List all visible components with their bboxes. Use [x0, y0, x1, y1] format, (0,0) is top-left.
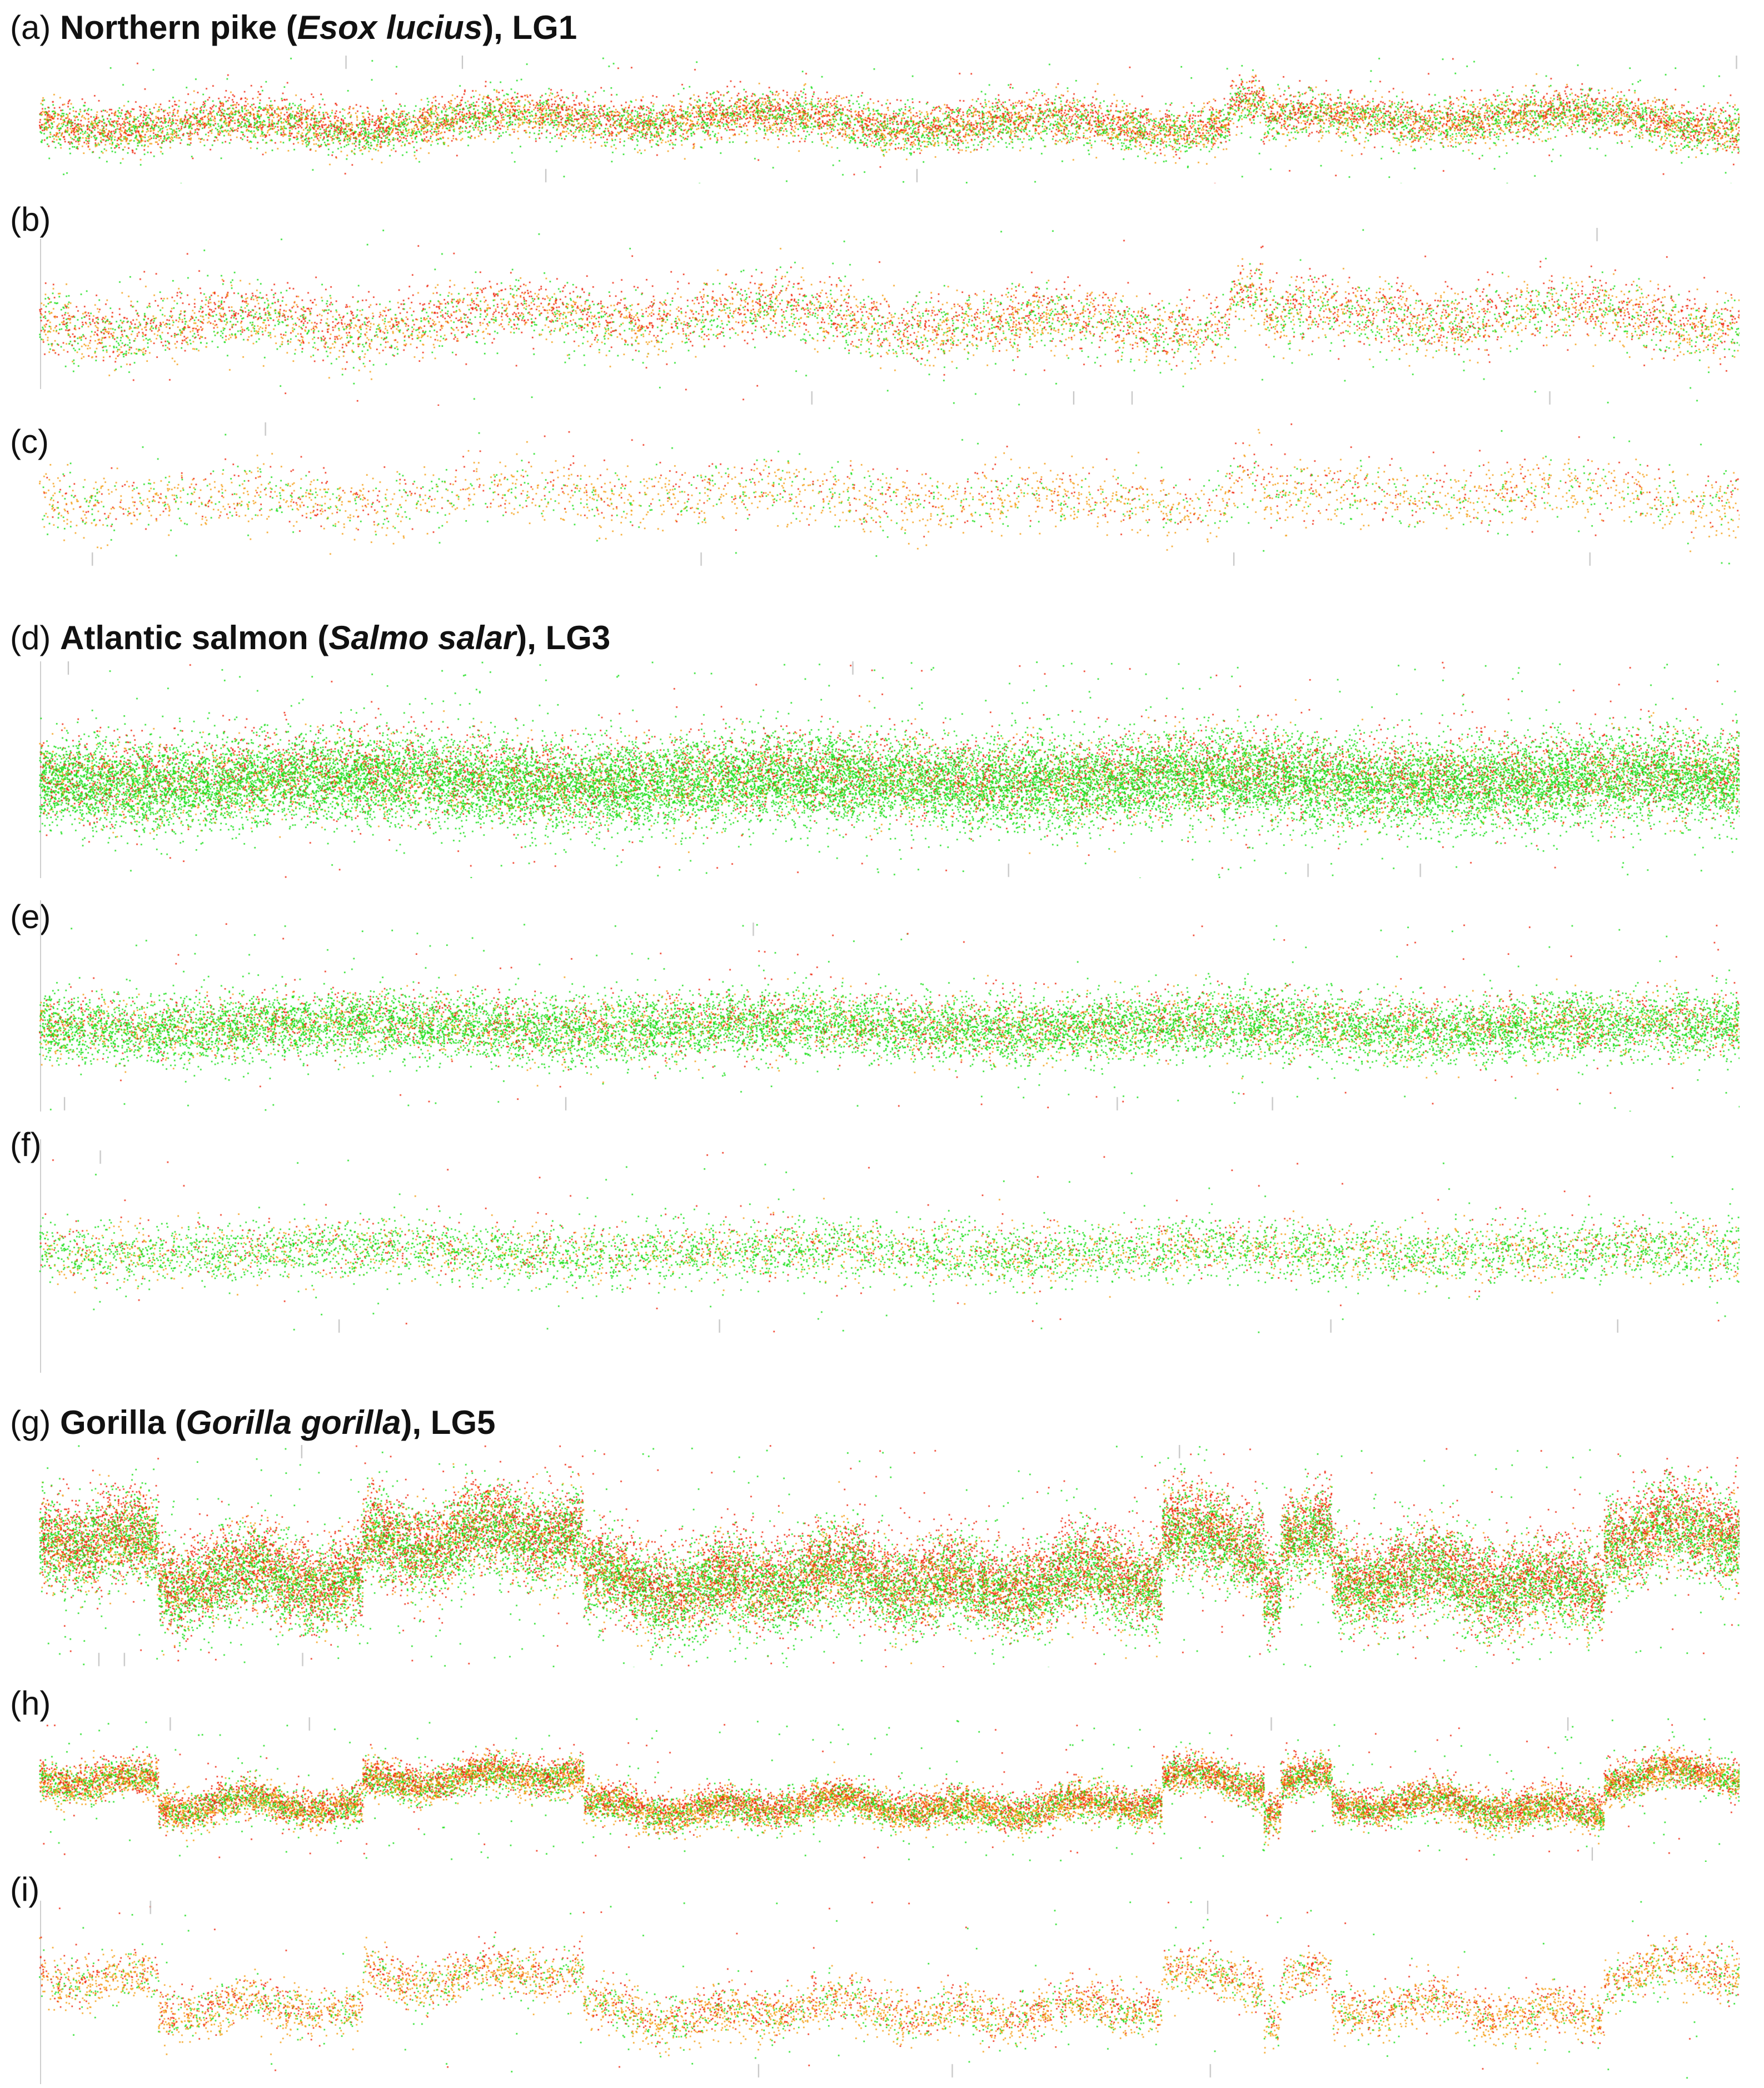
panel-tag: (g): [10, 1404, 51, 1441]
scatter-plot-h: [39, 1717, 1740, 1862]
title-species: Esox lucius: [297, 9, 483, 46]
title-species: Gorilla gorilla: [186, 1404, 401, 1441]
panel-tag: (a): [10, 9, 51, 46]
scatter-plot-i: [39, 1901, 1740, 2079]
panel-f: (f): [0, 1128, 1764, 1389]
scatter-plot-g: [39, 1445, 1740, 1667]
scatter-plot-e: [39, 923, 1740, 1112]
title-species: Salmo salar: [328, 619, 516, 656]
title-main: Atlantic salmon (: [60, 619, 329, 656]
panel-title-a: (a) Northern pike (Esox lucius), LG1: [10, 11, 577, 44]
title-main: Gorilla (: [60, 1404, 186, 1441]
panel-title-d: (d) Atlantic salmon (Salmo salar), LG3: [10, 621, 610, 655]
title-tail: ), LG1: [482, 9, 577, 46]
panel-tag: (d): [10, 619, 51, 656]
scatter-plot-d: [39, 661, 1740, 878]
scatter-plot-a: [39, 56, 1740, 183]
scatter-plot-f: [39, 1150, 1740, 1334]
title-tail: ), LG5: [401, 1404, 496, 1441]
panel-title-h: (h): [10, 1687, 51, 1720]
panel-tag: (i): [10, 1871, 40, 1908]
panel-g: (g) Gorilla (Gorilla gorilla), LG5: [0, 1389, 1764, 1678]
title-main: Northern pike (: [60, 9, 297, 46]
panel-c: (c): [0, 411, 1764, 578]
panel-h: (h): [0, 1678, 1764, 1867]
panel-tag: (f): [10, 1126, 42, 1163]
panel-title-i: (i): [10, 1873, 39, 1906]
scatter-plot-c: [39, 422, 1740, 567]
panel-e: (e): [0, 889, 1764, 1128]
panel-tag: (h): [10, 1685, 51, 1722]
panel-a: (a) Northern pike (Esox lucius), LG1: [0, 0, 1764, 189]
scatter-plot-b: [39, 228, 1740, 406]
panel-b: (b): [0, 189, 1764, 411]
panel-title-g: (g) Gorilla (Gorilla gorilla), LG5: [10, 1406, 495, 1439]
panel-title-f: (f): [10, 1128, 42, 1162]
panel-d: (d) Atlantic salmon (Salmo salar), LG3: [0, 600, 1764, 889]
panel-i: (i): [0, 1867, 1764, 2088]
title-tail: ), LG3: [516, 619, 611, 656]
